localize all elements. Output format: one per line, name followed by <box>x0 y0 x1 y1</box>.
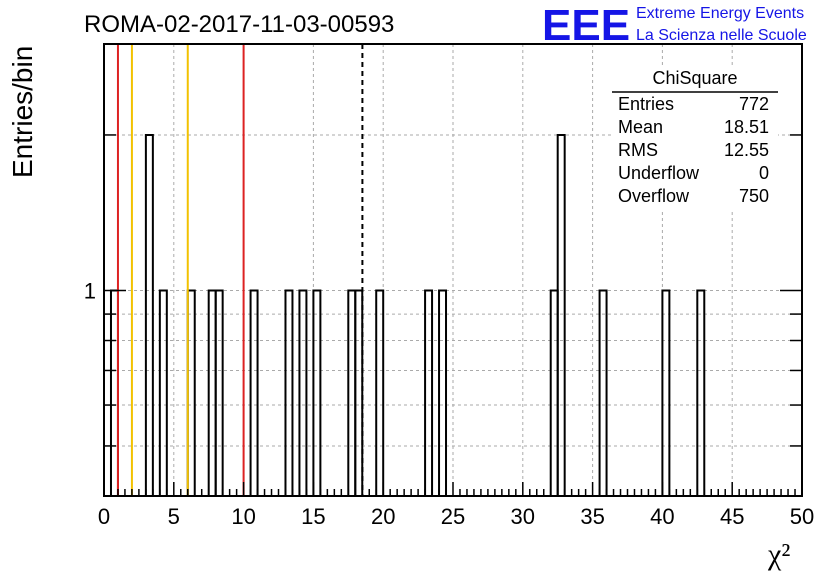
y-tick-label: 1 <box>84 278 96 303</box>
histogram-bin <box>158 289 168 496</box>
x-tick-label: 10 <box>231 504 255 529</box>
histogram-bin <box>556 133 566 496</box>
histogram-bin <box>207 289 217 496</box>
stats-rows: Entries 772 Mean 18.51 RMS 12.55 Underflow 0 Ove… <box>618 94 769 206</box>
x-tick-label: 50 <box>790 504 814 529</box>
stats-label: Overflow <box>618 186 690 206</box>
stats-label: Entries <box>618 94 674 114</box>
x-tick-label: 35 <box>580 504 604 529</box>
histogram-bin <box>424 289 434 496</box>
histogram-bin <box>549 289 559 496</box>
histogram-bin <box>438 289 448 496</box>
histogram-bin <box>186 289 196 496</box>
stats-value: 772 <box>739 94 769 114</box>
x-tick-label: 15 <box>301 504 325 529</box>
stats-value: 18.51 <box>724 117 769 137</box>
stats-box: ChiSquare Entries 772 Mean 18.51 RMS 12.55 Und… <box>612 66 778 212</box>
histogram-bin <box>109 289 119 496</box>
histogram-bin <box>249 289 259 496</box>
tick-labels: 0 5 10 15 20 25 30 35 40 45 50 1 <box>84 278 814 529</box>
y-axis-label: Entries/bin <box>7 46 38 178</box>
x-tick-label: 5 <box>168 504 180 529</box>
x-tick-label: 40 <box>650 504 674 529</box>
logo-line-2: La Scienza nelle Scuole <box>636 27 807 44</box>
histogram-bin <box>347 289 357 496</box>
histogram-bin <box>312 289 322 496</box>
histogram-bin <box>284 289 294 496</box>
x-axis-label: χ² <box>767 538 790 571</box>
stats-header: ChiSquare <box>652 68 737 88</box>
histogram-bin <box>354 289 364 496</box>
stats-value: 12.55 <box>724 140 769 160</box>
stats-label: Underflow <box>618 163 700 183</box>
histogram-bin <box>375 289 385 496</box>
histogram-bin <box>598 289 608 496</box>
histogram-bin <box>696 289 706 496</box>
x-tick-label: 45 <box>720 504 744 529</box>
histogram-bars <box>109 133 706 496</box>
stats-box-bg <box>612 66 778 212</box>
logo-mark: EEE <box>542 1 630 50</box>
stats-value: 0 <box>759 163 769 183</box>
chart-title: ROMA-02-2017-11-03-00593 <box>84 11 394 38</box>
x-tick-label: 30 <box>511 504 535 529</box>
histogram-bin <box>661 289 671 496</box>
x-tick-label: 20 <box>371 504 395 529</box>
histogram-bin <box>298 289 308 496</box>
x-tick-label: 25 <box>441 504 465 529</box>
x-tick-label: 0 <box>98 504 110 529</box>
histogram-bin <box>144 133 154 496</box>
reference-lines <box>116 44 364 496</box>
stats-label: RMS <box>618 140 658 160</box>
eee-logo: EEE Extreme Energy Events La Scienza nel… <box>542 1 807 50</box>
histogram-bin <box>214 289 224 496</box>
logo-line-1: Extreme Energy Events <box>636 5 804 22</box>
axis-ticks <box>103 43 803 496</box>
stats-label: Mean <box>618 117 663 137</box>
stats-value: 750 <box>739 186 769 206</box>
